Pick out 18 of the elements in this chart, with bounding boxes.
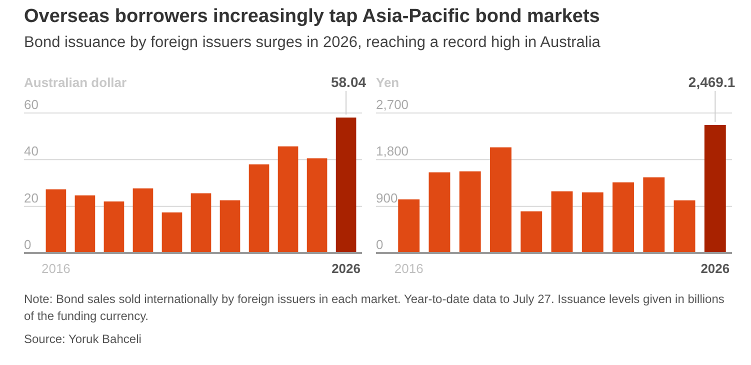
y-tick-label: 900: [376, 190, 398, 206]
data-label: 58.04: [331, 74, 366, 90]
data-label: 2,469.1: [688, 74, 736, 90]
x-tick-label: 2016: [41, 261, 70, 276]
x-tick-label: 2026: [700, 261, 730, 276]
y-tick-label: 0: [376, 237, 384, 252]
y-tick-label: 2,700: [376, 97, 409, 112]
y-tick-label: 60: [24, 97, 38, 112]
x-tick-label: 2026: [332, 261, 361, 276]
y-tick-label: 0: [24, 237, 32, 252]
source-note: Source: Yoruk Bahceli: [24, 332, 142, 346]
text: Note: Bond sales sold internationally by foreign issuers in each market. Year-to-date data to July 27. Issuance levels given in billions of the funding currency.: [24, 292, 724, 323]
y-tick-label: 1,800: [376, 144, 409, 159]
chart-subtitle: Bond issuance by foreign issuers surges in 2026, reaching a record high in Australia: [24, 34, 601, 51]
y-tick-label: 20: [24, 190, 38, 206]
y-tick-label: 40: [24, 144, 38, 159]
x-tick-label: 2016: [394, 261, 424, 276]
chart-title: Overseas borrowers increasingly tap Asia-Pacific bond markets: [24, 6, 600, 27]
